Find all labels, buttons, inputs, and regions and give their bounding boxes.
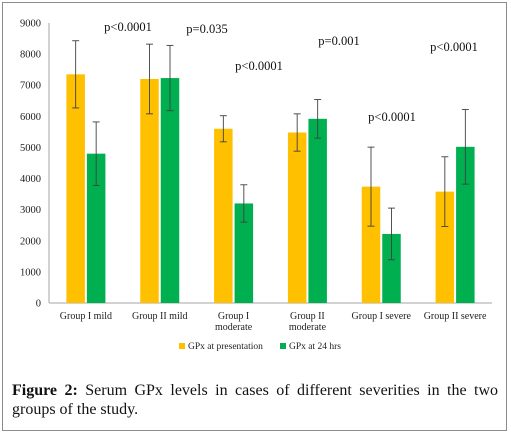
bar-24hrs (456, 146, 475, 303)
bar-presentation (66, 74, 85, 303)
bar-presentation (140, 79, 159, 303)
p-value-annotation: p<0.0001 (368, 110, 416, 124)
x-tick-label: moderate (215, 322, 253, 333)
figure-frame (2, 2, 507, 431)
y-tick-label: 8000 (20, 50, 41, 61)
x-tick-label: Group I severe (352, 311, 412, 322)
bar-24hrs (234, 203, 254, 303)
y-tick-label: 0 (36, 299, 41, 310)
bar-presentation (287, 132, 307, 303)
y-tick-label: 7000 (20, 81, 41, 92)
legend-label: GPx at 24 hrs (289, 342, 341, 352)
p-value-annotation: p<0.0001 (430, 40, 478, 54)
y-tick-label: 9000 (20, 19, 41, 30)
bar-24hrs (308, 118, 327, 303)
y-tick-label: 1000 (20, 267, 41, 278)
p-value-annotation: p=0.001 (318, 34, 359, 48)
legend-swatch (179, 343, 185, 349)
y-tick-label: 5000 (20, 143, 41, 154)
p-value-annotation: p=0.035 (186, 22, 227, 36)
x-tick-label: Group I (218, 311, 249, 322)
bar-24hrs (86, 153, 106, 303)
bar-chart: 0 1000 2000 3000 4000 5000 6000 7000 8000 9000 Gro… (20, 19, 492, 352)
bar-presentation (361, 186, 381, 303)
legend-swatch (280, 343, 286, 349)
y-tick-label: 2000 (20, 236, 41, 247)
p-value-annotation: p<0.0001 (235, 59, 283, 73)
x-tick-label: Group II (290, 311, 325, 322)
p-value-annotation: p<0.0001 (104, 20, 152, 34)
figure-caption: Figure 2: Serum GPx levels in cases of d… (12, 381, 498, 419)
x-tick-label: moderate (289, 322, 327, 333)
bar-24hrs (160, 78, 180, 303)
bar-24hrs (382, 233, 401, 303)
y-tick-label: 3000 (20, 205, 41, 216)
bar-presentation (435, 191, 455, 303)
bar-presentation (214, 128, 233, 303)
x-tick-label: Group II mild (132, 311, 188, 322)
y-tick-label: 6000 (20, 112, 41, 123)
caption-text: Serum GPx levels in cases of different s… (12, 382, 499, 418)
legend-label: GPx at presentation (188, 342, 263, 352)
x-tick-label: Group I mild (60, 311, 112, 322)
caption-label: Figure 2: (12, 382, 78, 399)
x-tick-label: Group II severe (424, 311, 487, 322)
y-tick-label: 4000 (20, 174, 41, 185)
